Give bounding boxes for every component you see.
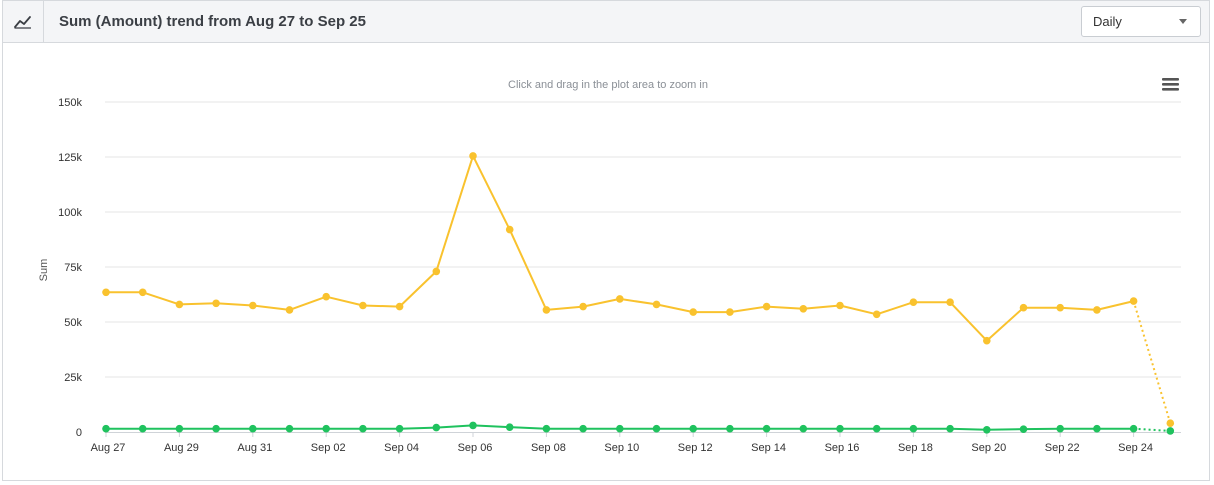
data-point[interactable]	[542, 424, 551, 433]
y-tick-label: 100k	[58, 207, 82, 219]
y-tick-label: 150k	[58, 97, 82, 109]
data-point[interactable]	[1129, 297, 1138, 305]
data-point[interactable]	[212, 424, 220, 433]
x-tick-label: Sep 24	[1118, 442, 1153, 454]
y-tick-label: 25k	[64, 372, 82, 384]
series-line-incomplete	[1132, 300, 1172, 424]
data-point[interactable]	[799, 305, 808, 313]
data-point[interactable]	[322, 424, 331, 433]
x-tick-label: Aug 31	[237, 442, 272, 454]
data-point[interactable]	[872, 310, 881, 319]
data-point[interactable]	[689, 424, 697, 433]
data-point[interactable]	[909, 298, 918, 307]
data-point[interactable]	[469, 421, 477, 430]
x-tick-label: Sep 08	[531, 442, 566, 454]
data-point[interactable]	[726, 308, 734, 316]
data-point[interactable]	[212, 299, 220, 308]
data-point[interactable]	[909, 424, 918, 433]
y-axis-label: Sum	[38, 259, 50, 282]
data-point[interactable]	[175, 300, 184, 309]
data-point[interactable]	[836, 424, 844, 433]
data-point[interactable]	[102, 288, 110, 297]
data-point[interactable]	[1056, 303, 1064, 312]
data-point[interactable]	[652, 424, 661, 433]
data-point[interactable]	[102, 424, 110, 433]
data-point[interactable]	[285, 424, 294, 433]
series-line-incomplete	[1133, 427, 1171, 432]
data-point[interactable]	[359, 301, 367, 310]
x-tick-label: Sep 16	[825, 442, 860, 454]
granularity-select[interactable]: Daily	[1081, 6, 1201, 37]
data-point[interactable]	[395, 424, 404, 433]
data-point[interactable]	[542, 306, 551, 314]
data-point[interactable]	[946, 424, 954, 433]
data-point[interactable]	[505, 423, 514, 431]
data-point[interactable]	[946, 298, 954, 307]
x-tick-label: Aug 29	[164, 442, 199, 454]
data-point[interactable]	[285, 306, 294, 314]
data-point[interactable]	[579, 302, 587, 311]
data-point[interactable]	[726, 424, 734, 433]
data-point[interactable]	[505, 225, 514, 234]
x-tick-label: Sep 04	[384, 442, 419, 454]
data-point[interactable]	[249, 301, 257, 310]
x-tick-label: Sep 06	[458, 442, 493, 454]
data-point[interactable]	[469, 152, 477, 160]
data-point[interactable]	[395, 302, 404, 311]
data-point[interactable]	[138, 288, 147, 297]
data-point[interactable]	[138, 424, 147, 433]
data-point[interactable]	[762, 302, 771, 311]
data-point[interactable]	[652, 300, 661, 309]
data-point[interactable]	[983, 336, 991, 345]
x-tick-label: Sep 12	[678, 442, 713, 454]
data-point[interactable]	[432, 267, 441, 276]
data-point[interactable]	[249, 424, 257, 433]
data-point[interactable]	[175, 424, 184, 433]
hamburger-menu-icon[interactable]	[1160, 75, 1182, 93]
data-point[interactable]	[1166, 419, 1175, 428]
data-point[interactable]	[1056, 424, 1064, 433]
data-point[interactable]	[1166, 427, 1175, 435]
line-chart[interactable]: 0 25k 50k 75k 100k 125k 150k Aug 27 Aug 29 Aug 31…	[3, 42, 1209, 480]
trend-line-icon	[3, 1, 44, 42]
series-line	[106, 154, 1134, 342]
data-point[interactable]	[689, 308, 697, 316]
chevron-down-icon	[1179, 19, 1187, 24]
data-point[interactable]	[579, 424, 587, 433]
x-tick-label: Aug 27	[91, 442, 126, 454]
data-point[interactable]	[762, 424, 771, 433]
x-tick-label: Sep 18	[898, 442, 933, 454]
data-point[interactable]	[1019, 303, 1028, 312]
panel-header: Sum (Amount) trend from Aug 27 to Sep 25…	[3, 1, 1209, 43]
data-point[interactable]	[1093, 306, 1101, 314]
y-tick-label: 0	[76, 427, 82, 439]
data-point[interactable]	[432, 423, 441, 432]
data-point[interactable]	[983, 426, 991, 434]
x-tick-label: Sep 02	[311, 442, 346, 454]
data-point[interactable]	[872, 424, 881, 433]
data-point[interactable]	[322, 292, 331, 301]
data-point[interactable]	[1093, 424, 1101, 433]
y-tick-label: 50k	[64, 317, 82, 329]
y-tick-label: 75k	[64, 262, 82, 274]
data-point[interactable]	[616, 424, 624, 433]
data-point[interactable]	[359, 424, 367, 433]
x-tick-label: Sep 14	[751, 442, 786, 454]
data-point[interactable]	[836, 301, 844, 310]
data-point[interactable]	[1129, 424, 1138, 433]
chart-title: Sum (Amount) trend from Aug 27 to Sep 25	[59, 13, 366, 30]
data-point[interactable]	[1019, 425, 1028, 433]
x-tick-label: Sep 20	[971, 442, 1006, 454]
data-point[interactable]	[616, 295, 624, 303]
data-point[interactable]	[799, 424, 808, 433]
x-tick-label: Sep 22	[1045, 442, 1080, 454]
chart-area[interactable]: 0 25k 50k 75k 100k 125k 150k Aug 27 Aug 29 Aug 31…	[3, 42, 1209, 480]
x-tick-label: Sep 10	[604, 442, 639, 454]
y-tick-label: 125k	[58, 152, 82, 164]
granularity-select-value: Daily	[1093, 14, 1122, 29]
zoom-hint: Click and drag in the plot area to zoom …	[508, 79, 708, 91]
